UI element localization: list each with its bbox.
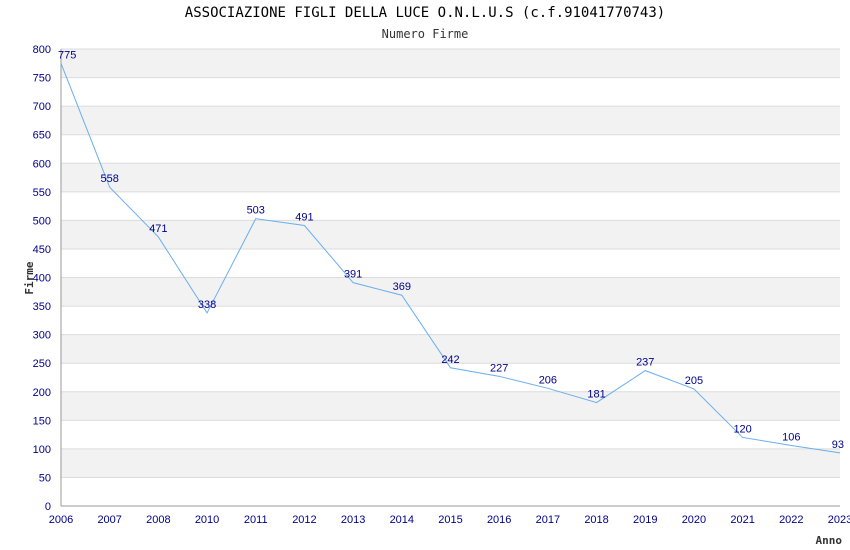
x-tick-label: 2020 xyxy=(682,514,706,526)
x-tick-label: 2021 xyxy=(730,514,754,526)
y-tick-label: 600 xyxy=(33,158,51,170)
y-tick-label: 400 xyxy=(33,273,51,285)
grid-band xyxy=(61,163,840,192)
grid-band xyxy=(61,391,840,421)
y-axis-label: Firme xyxy=(23,261,36,294)
x-tick-label: 2022 xyxy=(779,514,803,526)
data-label: 227 xyxy=(490,362,508,374)
grid-band xyxy=(61,277,840,307)
x-tick-label: 2013 xyxy=(341,514,365,526)
data-label: 93 xyxy=(832,439,844,451)
grid-band xyxy=(61,334,840,364)
data-label: 181 xyxy=(587,389,605,401)
data-label: 206 xyxy=(539,374,557,386)
grid-band xyxy=(61,49,840,78)
data-label: 369 xyxy=(393,281,411,293)
x-axis-label: Anno xyxy=(816,534,843,547)
grid-lines xyxy=(61,48,840,507)
data-label: 558 xyxy=(101,173,119,185)
y-axis-ticks: 0 50 100 150 200 250 300 350 400 450 500 550 600 650 7… xyxy=(33,44,51,513)
y-tick-label: 50 xyxy=(39,472,51,484)
y-tick-label: 500 xyxy=(33,215,51,227)
data-label: 471 xyxy=(149,223,167,235)
data-label: 503 xyxy=(247,205,265,217)
y-tick-label: 800 xyxy=(33,44,51,56)
y-tick-label: 250 xyxy=(33,358,51,370)
data-label: 775 xyxy=(58,49,76,61)
grid-band xyxy=(61,448,840,478)
data-labels: 775 558 471 338 503 491 391 369 242 227 206 181 237 2… xyxy=(58,49,844,451)
y-tick-label: 300 xyxy=(33,330,51,342)
x-tick-label: 2018 xyxy=(584,514,608,526)
data-label: 106 xyxy=(782,431,800,443)
data-label: 338 xyxy=(198,299,216,311)
x-tick-label: 2014 xyxy=(390,514,414,526)
chart-title: ASSOCIAZIONE FIGLI DELLA LUCE O.N.L.U.S … xyxy=(184,5,666,21)
x-tick-label: 2011 xyxy=(244,514,268,526)
y-tick-label: 200 xyxy=(33,387,51,399)
y-tick-label: 150 xyxy=(33,415,51,427)
x-tick-label: 2017 xyxy=(536,514,560,526)
y-tick-label: 650 xyxy=(33,130,51,142)
x-tick-label: 2010 xyxy=(195,514,219,526)
y-tick-label: 0 xyxy=(45,501,51,513)
data-label: 242 xyxy=(441,354,459,366)
x-tick-label: 2008 xyxy=(146,514,170,526)
x-axis-ticks: 2006 2007 2008 2010 2011 2012 2013 2014 2015 2016… xyxy=(49,514,850,526)
y-tick-label: 550 xyxy=(33,187,51,199)
data-label: 205 xyxy=(685,375,703,387)
x-tick-label: 2015 xyxy=(438,514,462,526)
grid-bands xyxy=(61,49,840,478)
x-tick-label: 2016 xyxy=(487,514,511,526)
data-label: 237 xyxy=(636,357,654,369)
grid-band xyxy=(61,106,840,135)
x-tick-label: 2019 xyxy=(633,514,657,526)
y-tick-label: 100 xyxy=(33,444,51,456)
data-label: 491 xyxy=(295,212,313,224)
x-tick-label: 2006 xyxy=(49,514,73,526)
y-tick-label: 450 xyxy=(33,244,51,256)
y-tick-label: 350 xyxy=(33,301,51,313)
grid-band xyxy=(61,220,840,249)
y-tick-label: 750 xyxy=(33,73,51,85)
series-line xyxy=(60,63,841,454)
y-tick-label: 700 xyxy=(33,101,51,113)
chart-subtitle: Numero Firme xyxy=(381,27,469,41)
x-tick-label: 2012 xyxy=(292,514,316,526)
data-label: 391 xyxy=(344,269,362,281)
x-tick-label: 2007 xyxy=(97,514,121,526)
data-label: 120 xyxy=(733,423,751,435)
x-tick-label: 2023 xyxy=(828,514,850,526)
